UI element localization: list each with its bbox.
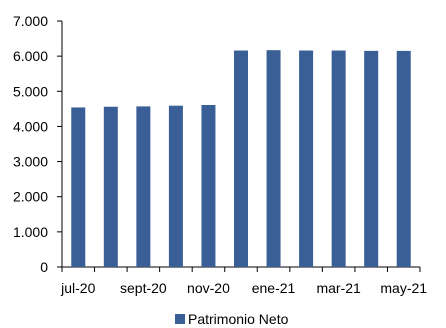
- x-tick-label: jul-20: [60, 280, 95, 296]
- bar: [201, 104, 216, 268]
- bar: [136, 106, 151, 267]
- x-tick-label: nov-20: [187, 280, 230, 296]
- y-axis: 0 1.000 2.000 3.000 4.000 5.000 6.000 7.000: [13, 13, 63, 275]
- y-tick-label: 7.000: [13, 13, 48, 29]
- y-tick-label: 6.000: [13, 48, 48, 64]
- legend-label: Patrimonio Neto: [188, 311, 289, 327]
- bar: [71, 107, 86, 267]
- legend: Patrimonio Neto: [175, 311, 289, 327]
- y-tick-label: 0: [40, 259, 48, 275]
- y-tick-label: 5.000: [13, 83, 48, 99]
- x-tick-label: sept-20: [120, 280, 167, 296]
- y-tick-label: 1.000: [13, 224, 48, 240]
- x-axis: jul-20 sept-20 nov-20 ene-21 mar-21 may-21: [60, 266, 427, 296]
- y-tick-label: 4.000: [13, 118, 48, 134]
- x-tick-label: ene-21: [252, 280, 296, 296]
- bar: [234, 50, 248, 267]
- bar: [103, 106, 118, 268]
- bar: [266, 50, 281, 267]
- bar: [168, 105, 183, 268]
- x-tick-label: mar-21: [316, 280, 361, 296]
- legend-swatch: [175, 314, 185, 324]
- y-tick-label: 2.000: [13, 189, 48, 205]
- bar: [396, 50, 411, 267]
- bar: [331, 50, 346, 267]
- y-tick-label: 3.000: [13, 154, 48, 170]
- x-tick-label: may-21: [380, 280, 427, 296]
- bar: [299, 50, 314, 267]
- bar: [364, 50, 379, 267]
- bars: [71, 50, 411, 268]
